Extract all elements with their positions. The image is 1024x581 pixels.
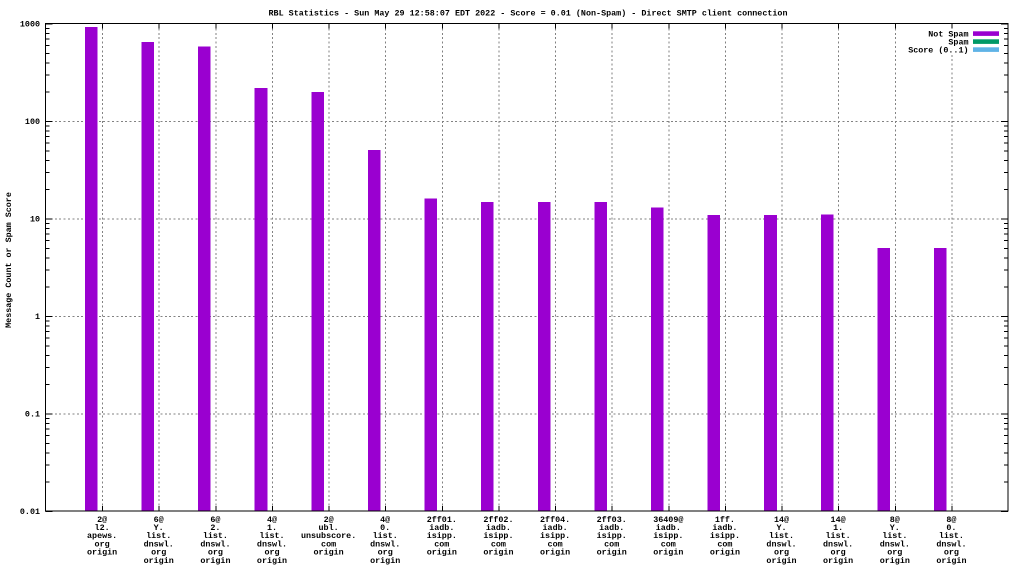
svg-text:org: org [95, 539, 110, 549]
svg-text:Spam: Spam [948, 38, 968, 48]
svg-text:2@: 2@ [324, 515, 334, 525]
svg-text:2ff02.: 2ff02. [483, 515, 513, 525]
svg-text:10: 10 [30, 215, 40, 225]
svg-text:origin: origin [314, 548, 344, 558]
svg-text:origin: origin [597, 548, 627, 558]
svg-text:apews.: apews. [87, 531, 117, 541]
svg-text:Not Spam: Not Spam [928, 30, 968, 40]
svg-text:origin: origin [653, 548, 683, 558]
svg-text:1.: 1. [267, 523, 277, 533]
svg-text:list.: list. [769, 531, 794, 541]
svg-text:origin: origin [257, 556, 287, 566]
svg-text:1: 1 [35, 312, 40, 322]
svg-text:2ff03.: 2ff03. [597, 515, 627, 525]
svg-text:isipp.: isipp. [653, 531, 683, 541]
svg-text:Y.: Y. [890, 523, 900, 533]
svg-text:list.: list. [882, 531, 907, 541]
svg-text:dnswl.: dnswl. [880, 539, 910, 549]
svg-text:org: org [378, 548, 393, 558]
svg-text:14@: 14@ [774, 515, 789, 525]
svg-text:com: com [434, 539, 449, 549]
svg-text:org: org [151, 548, 166, 558]
svg-text:com: com [661, 539, 676, 549]
svg-text:list.: list. [259, 531, 284, 541]
svg-text:2ff01.: 2ff01. [427, 515, 457, 525]
svg-text:com: com [717, 539, 732, 549]
svg-text:isipp.: isipp. [597, 531, 627, 541]
svg-text:8@: 8@ [946, 515, 956, 525]
svg-text:dnswl.: dnswl. [936, 539, 966, 549]
svg-text:iadb.: iadb. [712, 523, 737, 533]
svg-text:0.: 0. [380, 523, 390, 533]
svg-text:1.: 1. [833, 523, 843, 533]
svg-text:2@: 2@ [97, 515, 107, 525]
svg-text:origin: origin [880, 556, 910, 566]
svg-text:100: 100 [25, 117, 40, 127]
svg-text:origin: origin [540, 548, 570, 558]
svg-text:6@: 6@ [210, 515, 220, 525]
svg-text:iadb.: iadb. [599, 523, 624, 533]
svg-text:Score (0..1): Score (0..1) [908, 46, 968, 56]
svg-text:origin: origin [823, 556, 853, 566]
svg-text:Message Count or Spam Score: Message Count or Spam Score [4, 192, 14, 328]
svg-text:1ff.: 1ff. [715, 515, 735, 525]
svg-text:dnswl.: dnswl. [200, 539, 230, 549]
svg-text:iadb.: iadb. [543, 523, 568, 533]
svg-text:0.: 0. [946, 523, 956, 533]
svg-text:2ff04.: 2ff04. [540, 515, 570, 525]
svg-text:com: com [548, 539, 563, 549]
svg-text:isipp.: isipp. [710, 531, 740, 541]
svg-text:origin: origin [936, 556, 966, 566]
svg-text:8@: 8@ [890, 515, 900, 525]
svg-text:0.1: 0.1 [25, 410, 40, 420]
svg-text:origin: origin [87, 548, 117, 558]
svg-text:l2.: l2. [95, 523, 110, 533]
svg-text:36409@: 36409@ [653, 515, 683, 525]
svg-text:origin: origin [427, 548, 457, 558]
svg-text:0.01: 0.01 [20, 507, 40, 517]
svg-text:2.: 2. [210, 523, 220, 533]
svg-text:dnswl.: dnswl. [766, 539, 796, 549]
svg-text:iadb.: iadb. [656, 523, 681, 533]
svg-text:origin: origin [766, 556, 796, 566]
svg-text:list.: list. [146, 531, 171, 541]
svg-text:org: org [944, 548, 959, 558]
svg-text:1000: 1000 [20, 20, 40, 30]
svg-text:org: org [774, 548, 789, 558]
svg-text:dnswl.: dnswl. [823, 539, 853, 549]
svg-text:origin: origin [370, 556, 400, 566]
svg-text:com: com [491, 539, 506, 549]
svg-text:dnswl.: dnswl. [144, 539, 174, 549]
svg-text:RBL Statistics - Sun May 29 12: RBL Statistics - Sun May 29 12:58:07 EDT… [269, 9, 788, 19]
svg-text:com: com [321, 539, 336, 549]
svg-text:origin: origin [710, 548, 740, 558]
svg-text:isipp.: isipp. [483, 531, 513, 541]
svg-text:4@: 4@ [380, 515, 390, 525]
svg-text:isipp.: isipp. [427, 531, 457, 541]
svg-text:dnswl.: dnswl. [257, 539, 287, 549]
svg-text:6@: 6@ [154, 515, 164, 525]
svg-text:14@: 14@ [831, 515, 846, 525]
svg-text:Y.: Y. [154, 523, 164, 533]
svg-text:com: com [604, 539, 619, 549]
svg-text:4@: 4@ [267, 515, 277, 525]
svg-text:origin: origin [483, 548, 513, 558]
svg-text:isipp.: isipp. [540, 531, 570, 541]
svg-text:iadb.: iadb. [486, 523, 511, 533]
svg-text:ubl.: ubl. [319, 523, 339, 533]
svg-text:origin: origin [144, 556, 174, 566]
svg-text:org: org [887, 548, 902, 558]
svg-text:origin: origin [200, 556, 230, 566]
svg-text:list.: list. [939, 531, 964, 541]
svg-text:list.: list. [826, 531, 851, 541]
svg-text:list.: list. [203, 531, 228, 541]
svg-text:org: org [208, 548, 223, 558]
svg-text:org: org [831, 548, 846, 558]
svg-text:dnswl.: dnswl. [370, 539, 400, 549]
svg-text:Y.: Y. [776, 523, 786, 533]
svg-text:iadb.: iadb. [429, 523, 454, 533]
svg-text:list.: list. [373, 531, 398, 541]
svg-text:org: org [264, 548, 279, 558]
svg-text:unsubscore.: unsubscore. [301, 531, 356, 541]
